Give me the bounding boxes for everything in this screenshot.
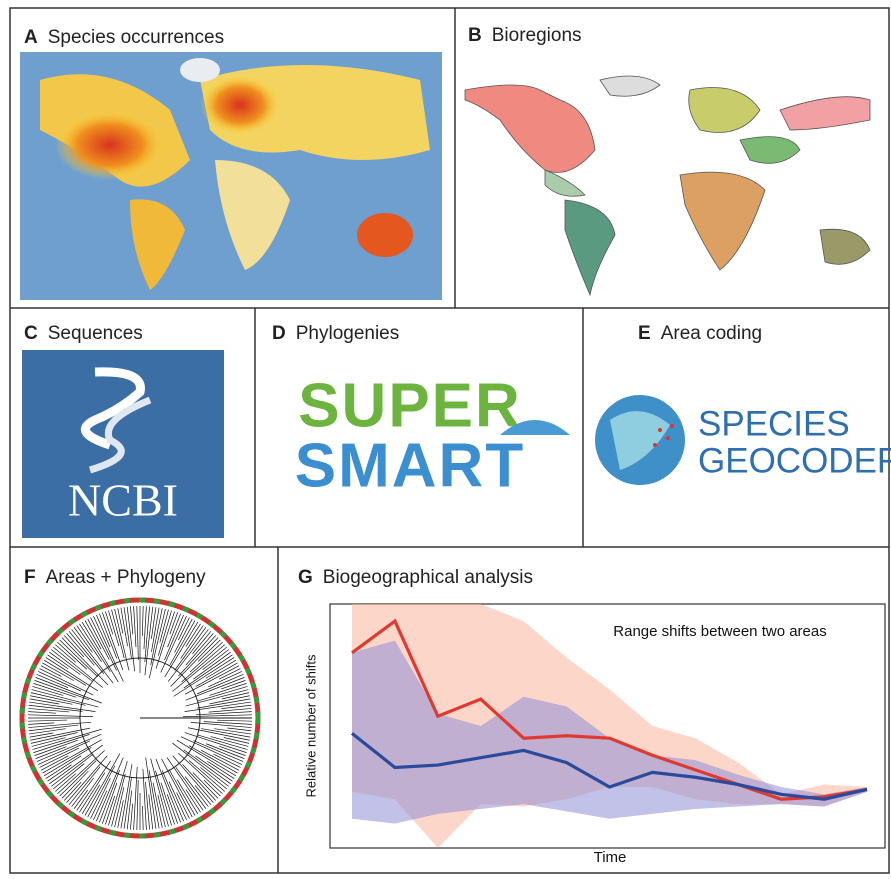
tree-branch xyxy=(57,750,104,793)
tree-branch xyxy=(28,712,56,714)
occurrence-map xyxy=(20,52,442,300)
tree-branch xyxy=(118,608,123,633)
tree-branch xyxy=(156,611,175,668)
tree-branch xyxy=(178,617,189,639)
logo-line-1: SUPER xyxy=(298,371,522,440)
tree-branch xyxy=(167,794,177,823)
tree-branch xyxy=(28,715,93,717)
tree-branch xyxy=(214,754,241,767)
figure: NCBI SUPER SMART SPECIES GEOCODER Range … xyxy=(0,0,891,874)
tree-branch xyxy=(99,770,119,822)
tree-branch xyxy=(121,764,132,828)
tree-branch xyxy=(35,680,90,699)
panel-title: Sequences xyxy=(48,323,143,344)
tree-branch xyxy=(227,728,251,731)
panel-letter: A xyxy=(24,27,38,48)
logo-line-1: SPECIES xyxy=(698,404,850,443)
tree-branch xyxy=(60,640,98,677)
tree-branch xyxy=(193,652,230,679)
panel-title: Bioregions xyxy=(492,25,582,46)
panel-heading: A Species occurrences xyxy=(24,27,224,48)
panel-title: Areas + Phylogeny xyxy=(46,567,207,588)
panel-title: Area coding xyxy=(661,323,762,344)
tree-branch xyxy=(130,606,132,634)
tree-branch xyxy=(55,774,75,792)
panel-letter: E xyxy=(638,323,651,344)
panel-title: Biogeographical analysis xyxy=(323,567,533,588)
panel-letter: C xyxy=(24,323,38,344)
chart-title: Range shifts between two areas xyxy=(613,623,826,640)
supersmart-logo: SUPER SMART xyxy=(295,371,570,500)
tree-branch xyxy=(134,606,136,647)
plot-area xyxy=(352,604,867,848)
tree-branch xyxy=(137,780,138,830)
tree-branch xyxy=(28,723,54,724)
tree-branch xyxy=(38,671,81,691)
tree-branch xyxy=(30,728,90,740)
tree-branch xyxy=(93,791,106,820)
tree-branch xyxy=(55,645,75,663)
tree-branch xyxy=(201,750,239,770)
tree-branch xyxy=(30,699,60,704)
tree-branch xyxy=(91,778,111,818)
tree-branch xyxy=(29,729,66,734)
panel-heading: G Biogeographical analysis xyxy=(298,567,533,588)
tree-branch xyxy=(167,758,203,811)
x-axis-label: Time xyxy=(594,849,627,866)
panel-heading: E Area coding xyxy=(638,323,762,344)
page: {"panels": [ {"letter": "A", "title": "S… xyxy=(0,0,891,879)
tree-branch xyxy=(42,740,101,773)
panel-letter: B xyxy=(468,25,482,46)
panel-heading: B Bioregions xyxy=(468,25,582,46)
panel-letter: D xyxy=(272,323,286,344)
panel-heading: F Areas + Phylogeny xyxy=(24,567,206,588)
tree-branch xyxy=(171,638,218,687)
tree-branch xyxy=(143,806,144,830)
panel-letter: G xyxy=(298,567,313,588)
logo-line-2: GEOCODER xyxy=(698,441,891,480)
tree-branch xyxy=(118,800,124,827)
tree-branch xyxy=(184,750,231,784)
tree-branch xyxy=(29,725,79,731)
tree-branch xyxy=(193,773,218,799)
tree-branch xyxy=(137,606,139,660)
ncbi-text: NCBI xyxy=(68,475,178,526)
tree-branch xyxy=(31,732,78,743)
panel-title: Phylogenies xyxy=(296,323,400,344)
tree-branch xyxy=(181,626,204,659)
panel-title: Species occurrences xyxy=(48,27,224,48)
tree-branch xyxy=(209,708,252,712)
tree-branch xyxy=(72,629,114,683)
tree-branch xyxy=(151,608,163,665)
tree-branch xyxy=(224,737,249,743)
tree-branch xyxy=(196,712,252,715)
logo-line-2: SMART xyxy=(295,431,525,500)
tree-branch xyxy=(37,734,101,761)
tree-branch xyxy=(134,767,138,830)
tree-branch xyxy=(183,715,252,717)
tree-branch xyxy=(74,790,88,809)
bioregion-map xyxy=(465,76,870,295)
tree-branch xyxy=(217,720,252,721)
y-axis-label: Relative number of shifts xyxy=(303,654,318,798)
panel-letter: F xyxy=(24,567,36,588)
tree-branch xyxy=(142,606,143,636)
panel-heading: D Phylogenies xyxy=(272,323,399,344)
tree-branch xyxy=(146,758,156,829)
tree-branch xyxy=(28,720,67,721)
circular-phylogeny xyxy=(22,600,258,836)
tree-branch xyxy=(204,780,220,796)
tree-branch xyxy=(48,765,72,781)
tree-branch xyxy=(214,729,251,734)
tree-branch xyxy=(28,722,91,727)
tree-branch xyxy=(222,693,249,699)
tree-branch xyxy=(144,606,146,649)
geocoder-logo: SPECIES GEOCODER xyxy=(595,395,891,485)
tree-branch xyxy=(130,804,132,830)
tree-branch xyxy=(77,761,111,811)
ncbi-logo: NCBI xyxy=(22,350,224,538)
tree-branch xyxy=(209,683,246,695)
panel-heading: C Sequences xyxy=(24,323,143,344)
